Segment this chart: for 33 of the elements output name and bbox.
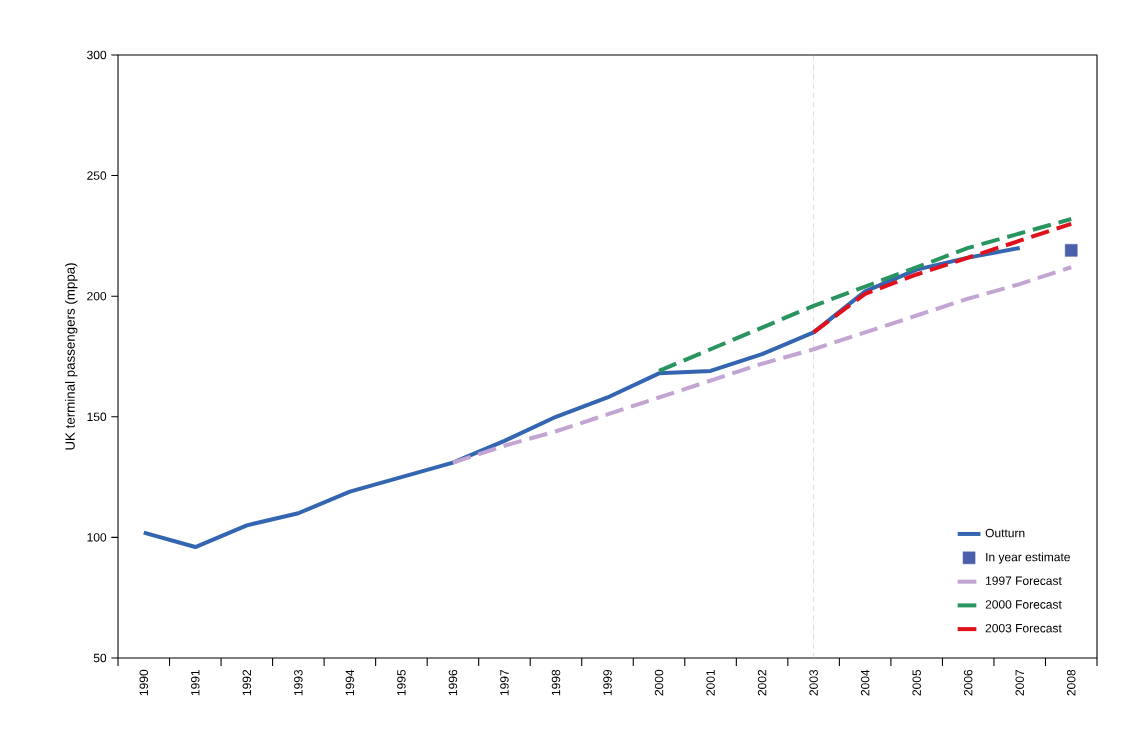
x-tick-label: 2007 (1015, 669, 1024, 696)
line-series (450, 265, 1074, 465)
legend-label: 1997 Forecast (986, 576, 1062, 585)
x-tick-label: 1991 (191, 669, 200, 696)
x-tick-label: 2004 (860, 669, 870, 696)
y-tick-label: 100 (87, 533, 107, 542)
legend-label: 2000 Forecast (985, 600, 1062, 609)
x-tick-label: 2008 (1066, 669, 1076, 696)
x-tick-label: 2006 (963, 669, 973, 696)
y-tick-label: 300 (87, 50, 107, 60)
x-tick-label: 1990 (139, 669, 149, 696)
y-tick-label: 50 (93, 653, 107, 663)
line-series (811, 221, 1074, 335)
legend-label: Outturn (985, 528, 1025, 538)
legend-label: In year estimate (986, 552, 1070, 564)
y-tick-label: 200 (87, 291, 107, 301)
x-tick-label: 2001 (706, 669, 715, 696)
x-tick-label: 1993 (294, 669, 303, 696)
x-tick-label: 2002 (757, 669, 767, 696)
x-tick-label: 2003 (809, 669, 818, 696)
x-tick-label: 1994 (345, 669, 355, 696)
y-tick-label: 150 (87, 412, 107, 422)
x-tick-label: 2005 (912, 669, 921, 696)
legend-label: 2003 Forecast (985, 623, 1062, 633)
y-tick-label: 250 (87, 171, 107, 180)
x-tick-label: 1997 (500, 669, 509, 696)
x-tick-label: 1995 (397, 669, 406, 696)
x-tick-label: 1992 (242, 669, 252, 696)
y-axis-title: UK terminal passengers (mppa) (65, 263, 78, 450)
x-tick-label: 1996 (448, 669, 458, 696)
x-tick-label: 2000 (654, 669, 664, 696)
x-tick-label: 1999 (603, 669, 612, 696)
x-tick-label: 1998 (551, 669, 561, 696)
